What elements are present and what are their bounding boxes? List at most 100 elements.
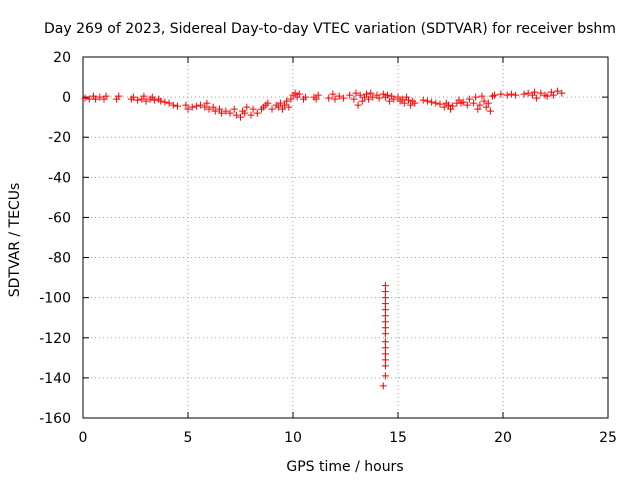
data-point bbox=[325, 94, 333, 102]
data-point bbox=[129, 93, 137, 101]
data-point bbox=[276, 99, 284, 107]
data-point bbox=[394, 93, 402, 101]
data-point bbox=[474, 105, 482, 113]
data-point bbox=[381, 324, 389, 332]
data-point bbox=[436, 100, 444, 108]
data-point bbox=[423, 97, 431, 105]
data-point bbox=[237, 113, 244, 121]
data-point bbox=[507, 90, 515, 98]
y-tick-label: 0 bbox=[62, 90, 71, 106]
data-point bbox=[312, 95, 320, 103]
data-point bbox=[243, 103, 251, 111]
data-point bbox=[484, 99, 492, 107]
data-point bbox=[491, 91, 499, 99]
y-tick-label: -160 bbox=[39, 411, 71, 427]
data-point bbox=[480, 97, 488, 105]
data-point bbox=[197, 101, 205, 109]
data-point bbox=[157, 97, 165, 105]
data-point bbox=[230, 105, 238, 113]
y-axis-label: SDTVAR / TECUs bbox=[7, 183, 23, 298]
plot-frame bbox=[82, 56, 609, 419]
data-point bbox=[497, 90, 505, 98]
data-point bbox=[161, 98, 169, 106]
data-point bbox=[329, 90, 337, 98]
data-point bbox=[459, 98, 467, 106]
data-point bbox=[232, 111, 240, 119]
y-tick-label: -120 bbox=[39, 331, 71, 347]
data-point bbox=[335, 92, 343, 100]
data-point bbox=[346, 91, 354, 99]
data-point bbox=[102, 92, 110, 100]
data-point bbox=[503, 91, 511, 99]
y-tick-label: -60 bbox=[48, 210, 71, 226]
data-point bbox=[472, 93, 480, 101]
data-point bbox=[398, 95, 406, 103]
x-tick-label: 10 bbox=[284, 430, 302, 446]
data-point bbox=[543, 92, 551, 100]
data-point bbox=[381, 338, 389, 346]
data-point bbox=[384, 91, 391, 99]
x-tick-label: 25 bbox=[599, 430, 617, 446]
data-point bbox=[407, 101, 415, 109]
data-point bbox=[463, 101, 471, 109]
data-point bbox=[222, 107, 230, 115]
data-point bbox=[218, 109, 226, 117]
data-point bbox=[381, 330, 389, 338]
data-points bbox=[81, 87, 566, 390]
data-point bbox=[465, 95, 473, 103]
data-point bbox=[295, 90, 303, 98]
y-tick-label: -140 bbox=[39, 371, 71, 387]
chart-title: Day 269 of 2023, Sidereal Day-to-day VTE… bbox=[44, 21, 616, 37]
data-point bbox=[115, 92, 123, 100]
data-point bbox=[247, 111, 255, 119]
data-point bbox=[381, 300, 389, 308]
data-point bbox=[554, 87, 562, 95]
data-point bbox=[331, 95, 339, 103]
data-point bbox=[150, 96, 158, 104]
data-point bbox=[486, 107, 494, 115]
data-point bbox=[203, 99, 211, 107]
data-point bbox=[174, 102, 181, 110]
data-point bbox=[283, 97, 291, 105]
data-point bbox=[249, 105, 257, 113]
data-point bbox=[209, 103, 217, 111]
data-point bbox=[369, 93, 377, 101]
data-point bbox=[211, 107, 219, 115]
y-tick-label: -20 bbox=[48, 130, 71, 146]
data-point bbox=[184, 105, 192, 113]
data-point bbox=[381, 350, 389, 358]
data-point bbox=[533, 94, 541, 102]
data-point bbox=[381, 344, 389, 352]
data-point bbox=[253, 109, 261, 117]
data-point bbox=[92, 95, 100, 103]
data-point bbox=[291, 89, 299, 97]
data-point bbox=[411, 99, 419, 107]
data-point bbox=[81, 94, 89, 102]
y-tick-label: -80 bbox=[48, 251, 71, 267]
data-point bbox=[524, 89, 532, 97]
data-point bbox=[440, 103, 448, 111]
data-point bbox=[419, 96, 427, 104]
data-point bbox=[478, 92, 486, 100]
data-point bbox=[264, 99, 272, 107]
data-point bbox=[531, 88, 538, 96]
data-point bbox=[182, 101, 190, 109]
axis-ticks: 20 0 -20 -40 -60 -80 -100 -120 -140 -160 0 5 10 15 20 2… bbox=[39, 50, 617, 446]
y-tick-label: -40 bbox=[48, 170, 71, 186]
data-point bbox=[140, 92, 148, 100]
data-point bbox=[302, 93, 310, 101]
data-point bbox=[274, 103, 282, 111]
data-point bbox=[241, 109, 249, 117]
data-point bbox=[449, 102, 457, 110]
data-point bbox=[386, 97, 394, 105]
data-point bbox=[520, 90, 528, 98]
data-point bbox=[381, 288, 389, 296]
data-point bbox=[381, 294, 389, 302]
y-tick-label: 20 bbox=[53, 50, 71, 66]
data-point bbox=[205, 105, 213, 113]
data-point bbox=[352, 89, 360, 97]
data-point bbox=[381, 282, 389, 290]
data-point bbox=[268, 105, 276, 113]
data-point bbox=[287, 95, 295, 103]
data-point bbox=[381, 362, 389, 370]
